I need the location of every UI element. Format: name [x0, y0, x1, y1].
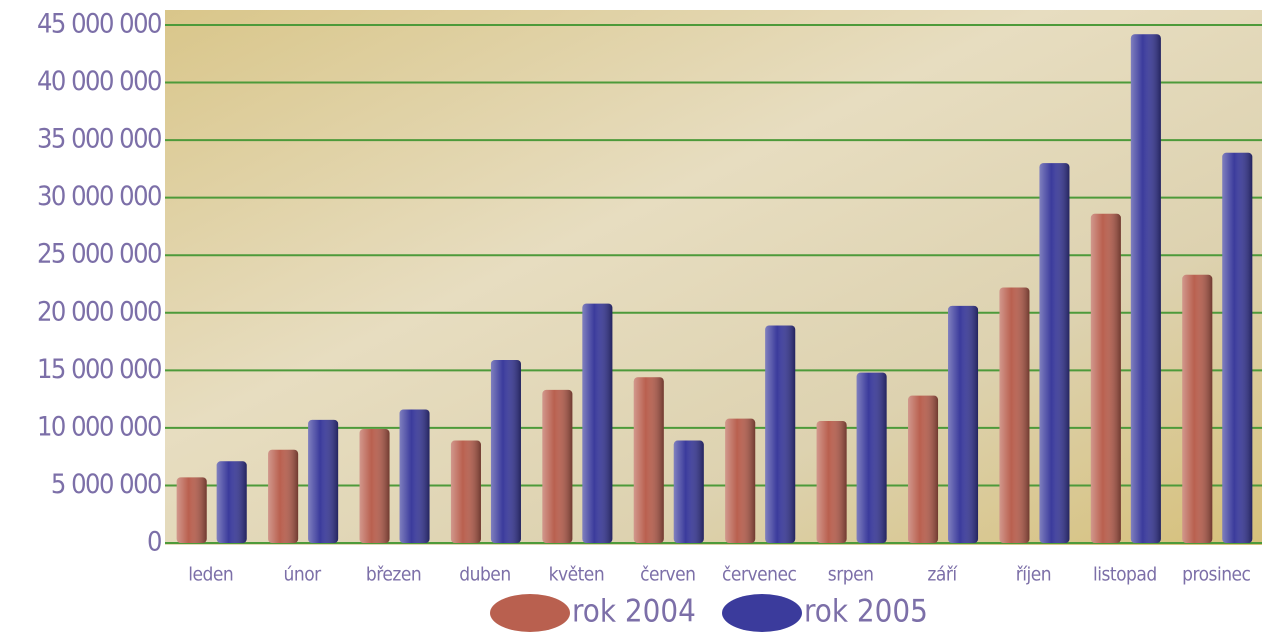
x-tick-label: červenec — [722, 564, 796, 586]
bar-shading — [542, 389, 573, 543]
bar-shading — [816, 420, 847, 543]
bar-shading — [765, 325, 796, 543]
bar-shading — [908, 395, 939, 543]
bar-shading — [399, 409, 430, 543]
x-tick-label: listopad — [1093, 564, 1157, 586]
x-tick-label: červen — [640, 564, 695, 586]
x-tick-label: březen — [366, 564, 421, 586]
bar-shading — [268, 449, 299, 543]
y-tick-label: 15 000 000 — [37, 354, 161, 385]
y-tick-label: 20 000 000 — [37, 296, 161, 327]
y-tick-label: 10 000 000 — [37, 411, 161, 442]
y-tick-label: 5 000 000 — [51, 469, 161, 500]
bar-shading — [856, 372, 887, 543]
y-tick-label: 35 000 000 — [37, 124, 161, 155]
bar-shading — [450, 440, 481, 543]
bar-shading — [308, 419, 339, 543]
bar-shading — [1222, 152, 1253, 544]
bar-shading — [1090, 213, 1121, 543]
bar-shading — [673, 440, 704, 543]
x-tick-label: říjen — [1016, 564, 1051, 586]
plot-background — [165, 10, 1262, 545]
x-tick-label: květen — [549, 564, 605, 586]
y-tick-label: 45 000 000 — [37, 9, 161, 40]
x-tick-label: duben — [459, 564, 510, 586]
bar-shading — [999, 287, 1030, 543]
x-tick-label: únor — [284, 564, 323, 586]
bar-shading — [176, 477, 207, 543]
legend-swatch — [490, 594, 570, 632]
x-tick-label: prosinec — [1182, 564, 1250, 586]
x-tick-label: leden — [188, 564, 233, 586]
y-tick-label: 30 000 000 — [37, 181, 161, 212]
bar-shading — [582, 303, 613, 543]
y-tick-label: 40 000 000 — [37, 66, 161, 97]
bar-shading — [359, 429, 390, 543]
y-tick-label: 25 000 000 — [37, 239, 161, 270]
y-tick-label: 0 — [147, 527, 161, 558]
bar-shading — [1182, 274, 1213, 543]
bar-shading — [1130, 34, 1161, 543]
legend-label: rok 2005 — [804, 594, 928, 630]
bar-shading — [216, 461, 247, 543]
bar-shading — [725, 418, 756, 543]
x-tick-label: září — [927, 564, 958, 586]
bar-shading — [1039, 163, 1070, 543]
bar-shading — [948, 305, 979, 543]
legend-swatch — [722, 594, 802, 632]
bar-shading — [490, 359, 521, 543]
bar-shading — [633, 377, 664, 543]
x-tick-label: srpen — [828, 564, 874, 586]
legend-label: rok 2004 — [572, 594, 696, 630]
